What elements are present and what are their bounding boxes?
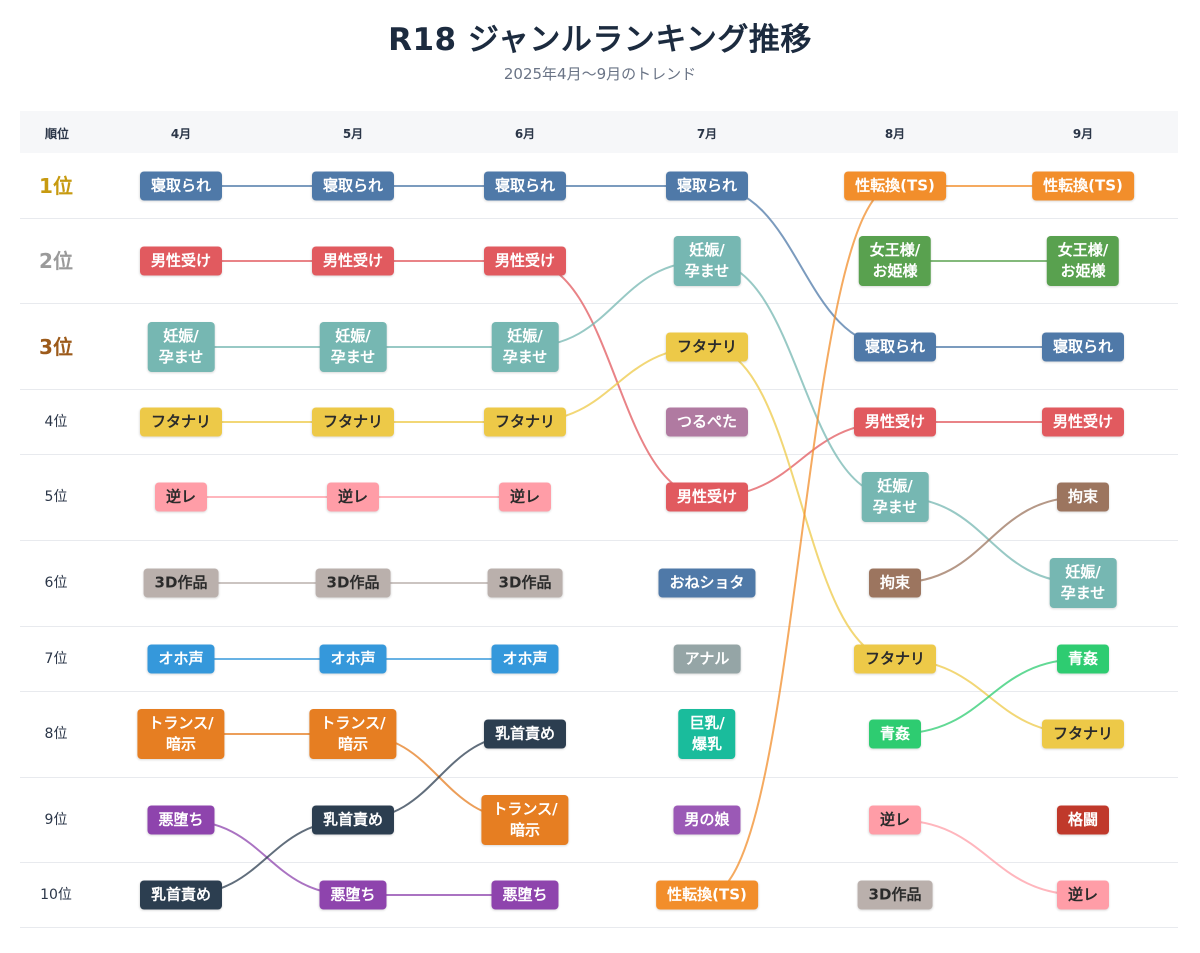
genre-tag: 3D作品: [857, 880, 933, 910]
genre-tag: 寝取られ: [665, 171, 749, 201]
rank-connector-line: [894, 658, 1084, 735]
genre-tag: 寝取られ: [139, 171, 223, 201]
genre-tag: 男性受け: [1041, 407, 1125, 437]
genre-tag: 青姦: [868, 719, 922, 749]
genre-tag: 妊娠/ 孕ませ: [1049, 558, 1117, 608]
genre-tag: フタナリ: [139, 407, 223, 437]
genre-tag: 悪堕ち: [491, 880, 559, 910]
row-separator: [20, 454, 1178, 455]
genre-tag: トランス/ 暗示: [309, 709, 397, 759]
row-separator: [20, 691, 1178, 692]
genre-tag: フタナリ: [853, 644, 937, 674]
genre-tag: オホ声: [319, 644, 387, 674]
month-header: 4月: [170, 127, 192, 141]
genre-tag: フタナリ: [483, 407, 567, 437]
genre-tag: 逆レ: [326, 482, 380, 512]
genre-tag: 妊娠/ 孕ませ: [147, 322, 215, 372]
genre-tag: 寝取られ: [483, 171, 567, 201]
genre-tag: 性転換(TS): [844, 171, 946, 201]
genre-tag: 拘束: [1056, 482, 1110, 512]
genre-tag: アナル: [673, 644, 741, 674]
genre-tag: フタナリ: [311, 407, 395, 437]
row-separator: [20, 540, 1178, 541]
genre-tag: 拘束: [868, 568, 922, 598]
row-separator: [20, 927, 1178, 928]
genre-tag: おねショタ: [658, 568, 756, 598]
rank-label: 2位: [39, 249, 73, 273]
rank-label: 1位: [39, 174, 73, 198]
genre-tag: 性転換(TS): [656, 880, 758, 910]
genre-tag: 性転換(TS): [1032, 171, 1134, 201]
rank-label: 7位: [44, 651, 68, 667]
table-header-band: [20, 111, 1178, 153]
genre-tag: フタナリ: [1041, 719, 1125, 749]
genre-tag: オホ声: [491, 644, 559, 674]
genre-tag: 妊娠/ 孕ませ: [861, 472, 929, 522]
row-separator: [20, 389, 1178, 390]
genre-tag: トランス/ 暗示: [137, 709, 225, 759]
genre-tag: 乳首責め: [311, 805, 395, 835]
genre-tag: オホ声: [147, 644, 215, 674]
rank-label: 8位: [44, 726, 68, 742]
genre-tag: 乳首責め: [139, 880, 223, 910]
genre-tag: 妊娠/ 孕ませ: [319, 322, 387, 372]
genre-tag: 3D作品: [315, 568, 391, 598]
rank-connector-line: [706, 346, 896, 660]
rank-label: 5位: [44, 489, 68, 505]
month-header: 7月: [696, 127, 718, 141]
row-separator: [20, 218, 1178, 219]
genre-tag: 巨乳/ 爆乳: [678, 709, 736, 759]
rank-label: 9位: [44, 812, 68, 828]
page-subtitle: 2025年4月〜9月のトレンド: [503, 65, 697, 83]
genre-tag: 3D作品: [143, 568, 219, 598]
genre-tag: トランス/ 暗示: [481, 795, 569, 845]
genre-tag: 悪堕ち: [147, 805, 215, 835]
rank-connector-line: [706, 185, 896, 896]
rank-connector-line: [524, 260, 708, 498]
genre-tag: 悪堕ち: [319, 880, 387, 910]
genre-tag: 寝取られ: [853, 332, 937, 362]
genre-tag: 乳首責め: [483, 719, 567, 749]
genre-tag: 女王様/ お姫様: [1046, 236, 1120, 286]
page-title: R18 ジャンルランキング推移: [388, 22, 812, 58]
genre-tag: 3D作品: [487, 568, 563, 598]
genre-tag: 格闘: [1056, 805, 1110, 835]
genre-tag: 寝取られ: [311, 171, 395, 201]
genre-tag: 妊娠/ 孕ませ: [673, 236, 741, 286]
row-separator: [20, 626, 1178, 627]
rank-connector-line: [894, 496, 1084, 584]
genre-tag: 寝取られ: [1041, 332, 1125, 362]
genre-tag: フタナリ: [665, 332, 749, 362]
genre-tag: つるぺた: [665, 407, 749, 437]
rank-column-header: 順位: [44, 127, 69, 141]
genre-tag: 妊娠/ 孕ませ: [491, 322, 559, 372]
genre-tag: 男性受け: [483, 246, 567, 276]
rank-connector-line: [894, 819, 1084, 896]
month-header: 9月: [1072, 127, 1094, 141]
month-header: 5月: [342, 127, 364, 141]
row-separator: [20, 777, 1178, 778]
genre-tag: 逆レ: [868, 805, 922, 835]
genre-tag: 男の娘: [673, 805, 741, 835]
genre-tag: 男性受け: [311, 246, 395, 276]
genre-tag: 逆レ: [154, 482, 208, 512]
row-separator: [20, 303, 1178, 304]
rank-label: 10位: [40, 887, 72, 903]
rank-label: 3位: [39, 335, 73, 359]
rank-label: 4位: [44, 414, 68, 430]
genre-tag: 逆レ: [498, 482, 552, 512]
rank-connector-line: [706, 260, 896, 498]
month-header: 8月: [884, 127, 906, 141]
row-separator: [20, 862, 1178, 863]
genre-tag: 女王様/ お姫様: [858, 236, 932, 286]
month-header: 6月: [514, 127, 536, 141]
genre-tag: 男性受け: [139, 246, 223, 276]
genre-tag: 逆レ: [1056, 880, 1110, 910]
genre-tag: 男性受け: [665, 482, 749, 512]
genre-tag: 男性受け: [853, 407, 937, 437]
rank-label: 6位: [44, 575, 68, 591]
genre-tag: 青姦: [1056, 644, 1110, 674]
